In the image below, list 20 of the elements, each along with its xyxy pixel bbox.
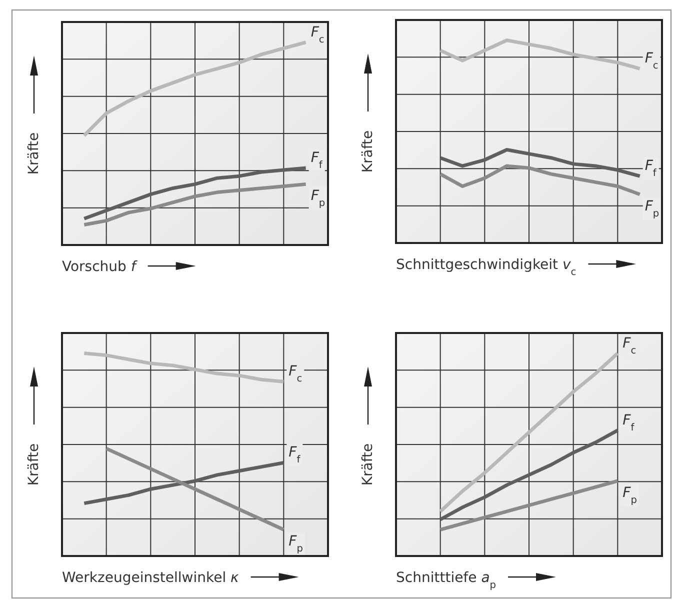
series-label: F$_{f}$ — [644, 158, 657, 179]
x-axis-title: Vorschub f — [62, 259, 138, 275]
y-axis-title: Kräfte — [26, 132, 42, 175]
y-axis-title: Kräfte — [360, 130, 376, 173]
series-label: F$_{f}$ — [310, 150, 323, 170]
series-label: F$_{f}$ — [622, 412, 635, 433]
series-label: F$_{p}$ — [644, 198, 660, 219]
y-axis-title: Kräfte — [26, 443, 42, 486]
series-label: F$_{p}$ — [310, 188, 326, 209]
series-label: F$_{c}$ — [310, 24, 324, 45]
series-label: F$_{p}$ — [288, 534, 303, 554]
y-axis-title: Kräfte — [360, 443, 376, 486]
series-label: F$_{p}$ — [622, 484, 637, 506]
x-axis-title: Werkzeugeinstellwinkel κ — [62, 570, 240, 586]
x-axis-title: Schnittgeschwindigkeit v$_{c}$ — [396, 257, 576, 278]
series-label: F$_{f}$ — [288, 444, 301, 466]
series-label: F$_{c}$ — [644, 50, 658, 72]
series-label: F$_{c}$ — [622, 335, 636, 356]
x-axis-title: Schnitttiefe a$_{p}$ — [396, 570, 496, 590]
series-label: F$_{c}$ — [288, 364, 302, 384]
